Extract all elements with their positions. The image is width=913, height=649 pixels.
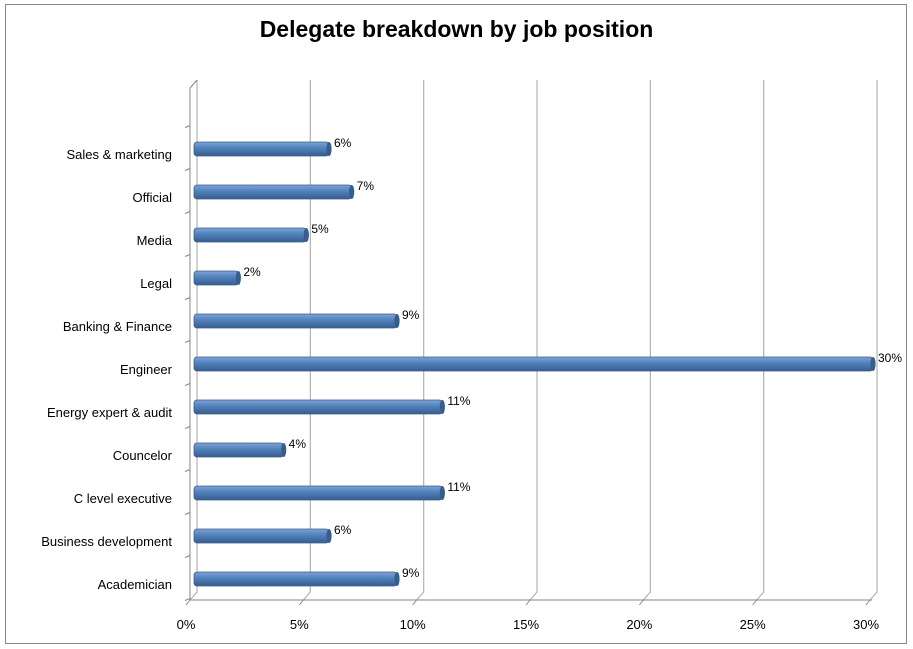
bar-end-cap (281, 443, 287, 457)
gridline (642, 80, 651, 601)
x-tick-label: 10% (400, 617, 426, 632)
bar (193, 399, 443, 415)
bar-end-cap (349, 185, 355, 199)
chart-title: Delegate breakdown by job position (259, 16, 654, 42)
bar-end-cap (870, 357, 876, 371)
bar-layer (193, 141, 876, 587)
data-label: 6% (334, 136, 352, 150)
bar (193, 184, 353, 200)
bar-end-cap (326, 529, 332, 543)
category-label: Legal (140, 276, 172, 291)
bar (193, 442, 285, 458)
x-tick-mark (298, 599, 304, 606)
x-tick-label: 20% (626, 617, 652, 632)
gridline (189, 80, 198, 601)
y-tick-mark (184, 125, 191, 128)
data-label: 9% (402, 308, 420, 322)
bar-end-cap (439, 400, 445, 414)
category-label: Engineer (120, 362, 173, 377)
x-tick-mark (185, 599, 191, 606)
gridline (869, 80, 878, 601)
category-label: C level executive (74, 491, 172, 506)
y-tick-mark (184, 598, 191, 601)
data-label: 11% (447, 394, 470, 408)
y-tick-mark (184, 512, 191, 515)
data-label: 30% (878, 351, 902, 365)
bar (193, 270, 239, 286)
chart-frame (5, 4, 907, 644)
x-tick-label: 30% (853, 617, 879, 632)
category-label: Banking & Finance (63, 319, 172, 334)
category-label: Academician (98, 577, 172, 592)
grid-layer (189, 80, 878, 601)
bar (193, 571, 398, 587)
category-label: Media (137, 233, 173, 248)
bar-end-cap (394, 572, 400, 586)
data-label: 2% (243, 265, 261, 279)
y-tick-mark (184, 297, 191, 300)
gridline (756, 80, 765, 601)
y-tick-mark (184, 469, 191, 472)
category-label: Sales & marketing (67, 147, 173, 162)
y-tick-mark (184, 383, 191, 386)
y-tick-mark (184, 340, 191, 343)
bar-end-cap (394, 314, 400, 328)
x-tick-mark (638, 599, 644, 606)
x-tick-mark (752, 599, 758, 606)
y-tick-mark (184, 254, 191, 257)
bar-end-cap (326, 142, 332, 156)
data-label: 7% (357, 179, 375, 193)
gridline (416, 80, 425, 601)
x-tick-mark (865, 599, 871, 606)
data-label: 6% (334, 523, 352, 537)
bar (193, 313, 398, 329)
bar (193, 227, 307, 243)
category-label: Official (133, 190, 173, 205)
y-tick-mark (184, 168, 191, 171)
bar-end-cap (303, 228, 309, 242)
y-tick-mark (184, 426, 191, 429)
y-tick-mark (184, 211, 191, 214)
bar-end-cap (439, 486, 445, 500)
bar (193, 528, 330, 544)
category-label: Energy expert & audit (47, 405, 172, 420)
data-label: 9% (402, 566, 420, 580)
y-tick-mark (184, 555, 191, 558)
x-tick-label: 25% (740, 617, 766, 632)
bar (193, 485, 443, 501)
data-label: 4% (289, 437, 307, 451)
bar-end-cap (235, 271, 241, 285)
x-tick-label: 0% (177, 617, 196, 632)
axis-layer (184, 79, 872, 606)
bar (193, 141, 330, 157)
data-label: 5% (311, 222, 329, 236)
x-tick-mark (412, 599, 418, 606)
data-label: 11% (447, 480, 470, 494)
bar (193, 356, 874, 372)
x-tick-label: 5% (290, 617, 309, 632)
x-tick-mark (525, 599, 531, 606)
label-layer: 0% 5% 10% 15% 20% 25% 30% 9% Academician 6% Busine… (41, 136, 902, 632)
x-tick-label: 15% (513, 617, 539, 632)
category-label: Councelor (113, 448, 173, 463)
gridline (302, 80, 311, 601)
category-label: Business development (41, 534, 172, 549)
gridline (529, 80, 538, 601)
